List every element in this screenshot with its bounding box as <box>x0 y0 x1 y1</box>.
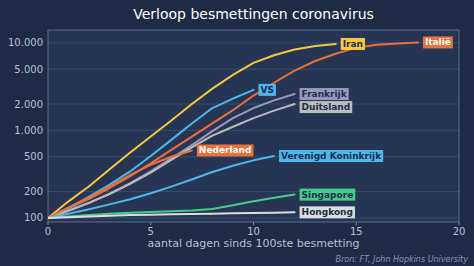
y-tick-label: 5.000 <box>14 64 43 75</box>
series-label: Verenigd Koninkrijk <box>279 150 383 162</box>
series-label-text: Verenigd Koninkrijk <box>281 151 382 161</box>
series-label: Hongkong <box>300 206 355 218</box>
series-label-text: Duitsland <box>302 102 351 112</box>
grid-line <box>48 130 459 131</box>
series-label-text: Italië <box>425 37 451 47</box>
series-label-text: Hongkong <box>302 207 353 217</box>
y-tick-label: 1.000 <box>14 125 43 136</box>
x-tick-label: 10 <box>247 226 260 237</box>
y-tick-label: 10.000 <box>8 37 43 48</box>
series-label-box <box>279 150 383 162</box>
series-label: VS <box>259 84 276 96</box>
series-line <box>48 195 295 218</box>
series-line <box>48 94 295 218</box>
series-label-box <box>300 88 349 100</box>
series-label: Singapore <box>300 189 356 201</box>
plot-area <box>48 30 459 222</box>
series-label-text: Iran <box>343 39 363 49</box>
source: Bron: FT, John Hopkins University <box>335 255 468 264</box>
series-label-box <box>300 101 353 113</box>
series-label-text: Frankrijk <box>302 89 348 99</box>
series-label-box <box>300 206 355 218</box>
series-label-box <box>341 38 365 50</box>
series-line <box>48 156 274 218</box>
series-label: Iran <box>341 38 365 50</box>
background <box>0 0 474 266</box>
y-tick-label: 200 <box>24 186 43 197</box>
series-label-box <box>423 36 453 48</box>
title: Verloop besmettingen coronavirus <box>133 6 374 22</box>
y-tick-label: 2.000 <box>14 99 43 110</box>
series-line <box>48 212 295 218</box>
plot-frame <box>48 30 459 222</box>
grid-line <box>48 217 459 218</box>
series-label: Frankrijk <box>300 88 349 100</box>
series-line <box>48 42 418 218</box>
series-group <box>48 42 418 218</box>
series-line <box>48 150 192 218</box>
chart: 1002005001.0002.0005.00010.00005101520It… <box>0 0 474 266</box>
x-tick-label: 5 <box>148 226 154 237</box>
series-labels: Italië Iran VS Frankrijk Duitsland Nederland V… <box>197 36 453 218</box>
y-tick-label: 500 <box>24 151 43 162</box>
x-tick-label: 0 <box>45 226 51 237</box>
series-label-text: Singapore <box>302 190 354 200</box>
series-label: Italië <box>423 36 453 48</box>
x-tick-label: 20 <box>453 226 466 237</box>
y-tick-label: 100 <box>24 212 43 223</box>
grid-line <box>48 156 459 157</box>
series-line <box>48 104 295 218</box>
series-label: Nederland <box>197 144 254 156</box>
series-label-text: Nederland <box>199 145 252 155</box>
series-label-box <box>300 189 356 201</box>
series-label-box <box>259 84 276 96</box>
series-label-box <box>197 144 254 156</box>
series-line <box>48 90 254 218</box>
x-tick-label: 15 <box>350 226 363 237</box>
grid-line <box>48 69 459 70</box>
grid-line <box>48 191 459 192</box>
grid-line <box>48 104 459 105</box>
x-axis-label: aantal dagen sinds 100ste besmetting <box>148 237 360 250</box>
series-label-text: VS <box>261 85 274 95</box>
series-label: Duitsland <box>300 101 353 113</box>
series-line <box>48 44 336 218</box>
